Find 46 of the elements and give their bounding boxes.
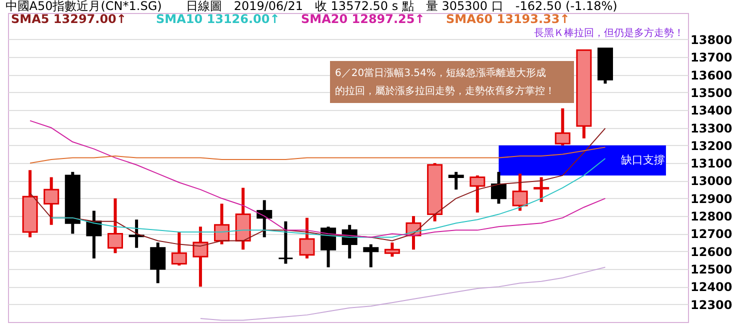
y-tick-label: 12900	[690, 192, 732, 206]
candlestick	[108, 198, 124, 254]
y-tick-label: 13100	[690, 156, 732, 171]
y-tick-label: 13800	[690, 32, 732, 47]
candlestick	[448, 172, 464, 190]
y-tick-label: 12700	[690, 227, 732, 242]
line-series	[200, 266, 606, 321]
annotation: 6／20當日漲幅3.54%，短線急漲乖離過大形成	[335, 67, 546, 79]
annotation: 的拉回，屬於漲多拉回走勢，走勢依舊多方掌控！	[335, 85, 555, 97]
line-series	[30, 146, 606, 164]
y-tick-label: 12300	[690, 298, 732, 312]
y-tick-label: 12400	[690, 280, 732, 294]
candlestick	[320, 226, 336, 268]
candlestick	[171, 232, 187, 266]
y-tick-label: 12800	[690, 210, 732, 224]
text: SMA10 13126.00↑	[156, 12, 280, 26]
y-tick-label: 12600	[690, 244, 732, 259]
chart-title: 中國A50指數近月(CN*1.SG) 日線圖 2019/06/21 收 13572.50 s 點 量 305300 口 -162.50 (-1.18%)	[5, 0, 618, 13]
candlestick	[299, 218, 315, 258]
y-tick-label: 12500	[690, 262, 732, 277]
text: SMA20 12897.25↑	[301, 12, 425, 26]
y-tick-label: 13200	[690, 138, 732, 153]
y-tick-label: 13700	[690, 50, 732, 65]
candlestick	[490, 172, 506, 204]
annotation: 長黑Ｋ棒拉回，但仍是多方走勢！	[534, 27, 684, 39]
y-tick-label: 13500	[690, 86, 732, 100]
y-tick-label: 13300	[690, 121, 732, 136]
y-tick-label: 13400	[690, 104, 732, 118]
candlestick	[554, 108, 570, 146]
candlestick	[384, 242, 400, 257]
text: SMA60 13193.33↑	[446, 12, 570, 26]
candlestick	[44, 177, 60, 225]
y-tick-label: 13600	[690, 68, 732, 82]
candlestick	[128, 220, 144, 248]
candlestick	[534, 177, 550, 202]
candlestick	[363, 244, 379, 268]
candlestick	[470, 175, 486, 213]
band-label: 缺口支撐	[620, 153, 665, 166]
text: SMA5 13297.00↑	[11, 12, 126, 26]
candlestick	[512, 174, 528, 211]
y-tick-label: 13000	[690, 174, 732, 188]
candlestick	[256, 200, 272, 238]
candlestick	[192, 226, 208, 287]
candlestick	[150, 242, 166, 284]
candlestick	[278, 221, 294, 264]
candlestick	[214, 204, 230, 244]
